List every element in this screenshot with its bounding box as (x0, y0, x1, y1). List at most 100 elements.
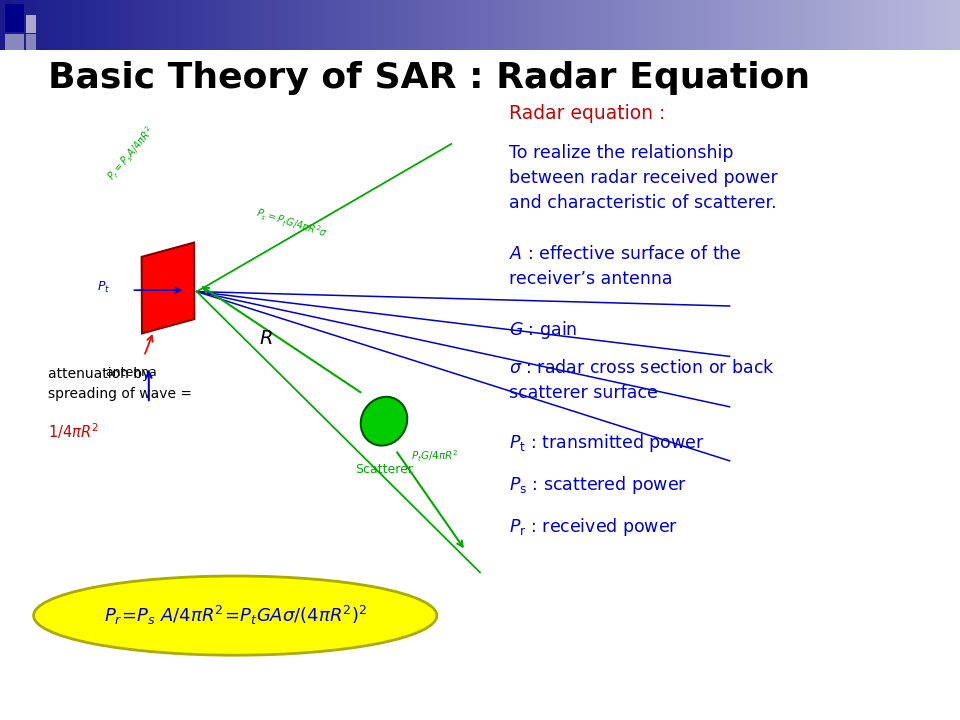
Bar (12, 0, 26, 50)
Bar (26, 34, 36, 50)
Bar (588, 0, 602, 50)
Bar (228, 0, 242, 50)
Bar (576, 0, 589, 50)
Bar (300, 0, 314, 50)
Bar (96, 0, 109, 50)
Bar (720, 0, 733, 50)
Bar (456, 0, 470, 50)
Bar (936, 0, 949, 50)
Bar (432, 0, 445, 50)
Text: $1/4\pi R^2$: $1/4\pi R^2$ (48, 421, 99, 441)
Bar (84, 0, 98, 50)
Bar (528, 0, 541, 50)
Ellipse shape (361, 397, 407, 446)
Bar (660, 0, 674, 50)
Bar (60, 0, 74, 50)
Bar (0, 0, 13, 50)
Text: $R$: $R$ (259, 329, 273, 348)
Bar (72, 0, 86, 50)
Bar (768, 0, 781, 50)
Bar (564, 0, 578, 50)
Text: $\mathit{A}$ : effective surface of the
receiver’s antenna: $\mathit{A}$ : effective surface of the … (509, 245, 741, 288)
Bar (396, 0, 410, 50)
Text: $P_\mathrm{t}$ : transmitted power: $P_\mathrm{t}$ : transmitted power (509, 432, 705, 454)
Bar (696, 0, 709, 50)
Text: $\sigma$ : radar cross section or back
scatterer surface: $\sigma$ : radar cross section or back s… (509, 359, 775, 402)
Bar (828, 0, 842, 50)
Bar (744, 0, 758, 50)
Bar (672, 0, 685, 50)
Bar (864, 0, 877, 50)
Bar (312, 0, 326, 50)
Bar (132, 0, 146, 50)
Bar (252, 0, 266, 50)
Text: Basic Theory of SAR : Radar Equation: Basic Theory of SAR : Radar Equation (48, 61, 810, 95)
Bar (324, 0, 338, 50)
Bar (732, 0, 746, 50)
Ellipse shape (34, 576, 437, 655)
Bar (120, 0, 134, 50)
Bar (516, 0, 530, 50)
Bar (804, 0, 818, 50)
Bar (792, 0, 805, 50)
Text: Radar equation :: Radar equation : (509, 104, 665, 123)
Text: $\mathit{G}$ : gain: $\mathit{G}$ : gain (509, 319, 577, 341)
Bar (408, 0, 422, 50)
Bar (780, 0, 794, 50)
Text: To realize the relationship
between radar received power
and characteristic of s: To realize the relationship between rada… (509, 144, 778, 212)
Bar (648, 0, 662, 50)
Bar (48, 0, 61, 50)
Bar (492, 0, 506, 50)
Bar (600, 0, 614, 50)
Bar (336, 0, 349, 50)
Bar (876, 0, 890, 50)
Bar (444, 0, 458, 50)
Bar (636, 0, 650, 50)
Text: $P_s=P_tG/4\pi R^2\sigma$: $P_s=P_tG/4\pi R^2\sigma$ (254, 204, 330, 241)
Bar (348, 0, 362, 50)
Bar (852, 0, 866, 50)
Text: $P_\mathrm{s}$ : scattered power: $P_\mathrm{s}$ : scattered power (509, 474, 686, 496)
Text: antenna: antenna (106, 366, 157, 379)
Bar (276, 0, 290, 50)
Bar (924, 0, 938, 50)
Bar (624, 0, 637, 50)
Bar (504, 0, 518, 50)
Bar (5, 4, 24, 32)
Bar (372, 0, 386, 50)
Text: $P_tG/4\pi R^2$: $P_tG/4\pi R^2$ (411, 449, 459, 464)
Bar (204, 0, 218, 50)
Bar (888, 0, 901, 50)
Polygon shape (142, 243, 194, 333)
Text: $P_r=P_sA/4\pi R^2$: $P_r=P_sA/4\pi R^2$ (104, 123, 158, 184)
Bar (708, 0, 722, 50)
Bar (264, 0, 278, 50)
Bar (816, 0, 829, 50)
Bar (24, 0, 38, 50)
Bar (216, 0, 230, 50)
Bar (540, 0, 554, 50)
Bar (948, 0, 960, 50)
Bar (36, 0, 50, 50)
Bar (480, 0, 493, 50)
Bar (360, 0, 374, 50)
Bar (912, 0, 925, 50)
Text: $P_t$: $P_t$ (97, 280, 110, 294)
Bar (168, 0, 182, 50)
Bar (552, 0, 565, 50)
Bar (192, 0, 206, 50)
Bar (108, 0, 122, 50)
Bar (840, 0, 854, 50)
Bar (5, 34, 24, 50)
Bar (156, 0, 170, 50)
Bar (384, 0, 398, 50)
Bar (684, 0, 698, 50)
Bar (144, 0, 157, 50)
Text: Scatterer: Scatterer (355, 463, 413, 476)
Text: attenuation by
spreading of wave =: attenuation by spreading of wave = (48, 367, 192, 401)
Text: $P_\mathrm{r}$ : received power: $P_\mathrm{r}$ : received power (509, 516, 678, 538)
Text: $P_r\!=\!P_s\ A/4\pi R^2\!=\!P_tGA\sigma/(4\pi R^2)^2$: $P_r\!=\!P_s\ A/4\pi R^2\!=\!P_tGA\sigma… (104, 604, 367, 627)
Bar (26, 15, 36, 33)
Bar (756, 0, 770, 50)
Bar (468, 0, 482, 50)
